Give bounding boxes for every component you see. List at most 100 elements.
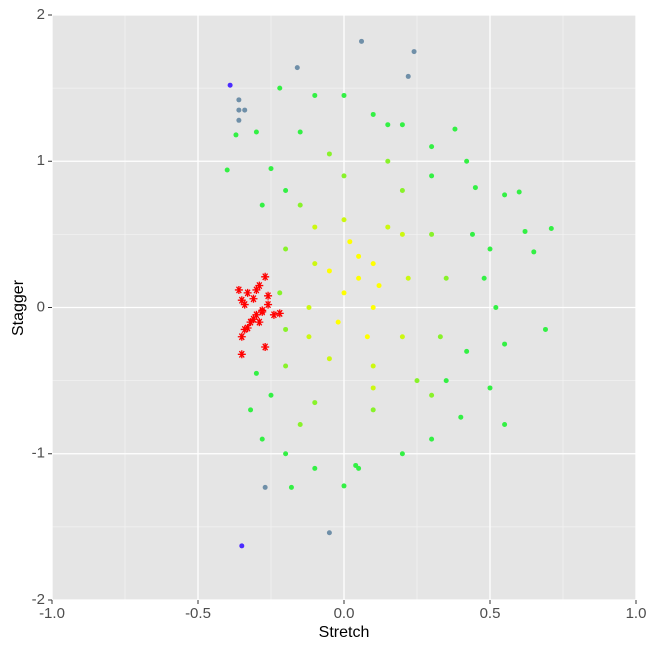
point [306, 334, 312, 340]
point [312, 261, 318, 267]
point [253, 129, 259, 135]
x-tick-label: 0.0 [334, 605, 355, 622]
point [487, 385, 493, 391]
point [429, 231, 435, 237]
point [469, 231, 475, 237]
point [255, 318, 264, 327]
point [249, 294, 258, 303]
point [522, 228, 528, 234]
point [227, 82, 233, 88]
point [259, 436, 265, 442]
point [399, 188, 405, 193]
point [233, 132, 239, 138]
point [341, 290, 347, 296]
point [335, 319, 341, 325]
point [364, 334, 370, 340]
point [239, 543, 245, 549]
point [370, 385, 376, 391]
point [429, 436, 435, 442]
point [264, 291, 273, 300]
point [297, 202, 303, 208]
point [405, 73, 411, 79]
point [283, 188, 289, 193]
x-tick-label: 1.0 [626, 605, 647, 622]
point [516, 189, 522, 195]
point [255, 281, 264, 290]
point [341, 217, 347, 223]
point [370, 363, 376, 369]
point [269, 310, 278, 319]
point [429, 392, 435, 398]
point [502, 422, 508, 427]
point [326, 268, 332, 274]
point [297, 422, 303, 427]
point [312, 224, 318, 230]
point [234, 285, 243, 294]
point [356, 253, 362, 259]
point [243, 323, 252, 332]
point [502, 341, 508, 347]
point [249, 315, 258, 324]
point [353, 462, 359, 468]
x-tick-label: -1.0 [39, 605, 65, 622]
y-tick-label: -2 [32, 591, 45, 608]
point [326, 151, 332, 157]
point [464, 158, 470, 164]
point [464, 348, 470, 354]
y-tick-label: 2 [37, 6, 45, 23]
point [268, 392, 274, 398]
point [531, 249, 537, 255]
point [259, 202, 265, 208]
point [341, 483, 347, 489]
point [493, 305, 499, 310]
point [275, 309, 284, 318]
point [283, 451, 289, 457]
point [236, 117, 242, 123]
point [458, 414, 464, 420]
point [306, 305, 312, 310]
x-axis-title: Stretch [319, 624, 370, 641]
point [283, 363, 289, 369]
point [248, 407, 254, 413]
point [258, 307, 267, 316]
point [277, 290, 283, 296]
point [246, 318, 255, 327]
point [399, 334, 405, 340]
point [356, 275, 362, 281]
point [370, 407, 376, 413]
point [443, 275, 449, 281]
point [264, 300, 273, 309]
point [429, 173, 435, 179]
x-tick-label: -0.5 [185, 605, 211, 622]
point [326, 356, 332, 362]
point [252, 285, 261, 294]
point [370, 111, 376, 117]
point [312, 92, 318, 98]
point [411, 49, 417, 55]
point [237, 296, 246, 305]
point [443, 378, 449, 384]
point [268, 166, 274, 172]
point [283, 326, 289, 332]
x-tick-label: 0.5 [480, 605, 501, 622]
point [277, 85, 283, 91]
point [261, 342, 270, 351]
point [341, 92, 347, 98]
point [429, 144, 435, 150]
point [502, 192, 508, 198]
point [385, 158, 391, 164]
point [385, 224, 391, 230]
point [370, 261, 376, 267]
point [236, 107, 242, 113]
point [224, 167, 230, 173]
y-tick-label: 1 [37, 152, 45, 169]
y-tick-label: -1 [32, 445, 45, 462]
y-axis-title: Stagger [10, 279, 27, 336]
plot-area [51, 14, 637, 601]
point [399, 122, 405, 128]
point [437, 334, 443, 340]
point [242, 107, 248, 113]
point [240, 300, 249, 309]
